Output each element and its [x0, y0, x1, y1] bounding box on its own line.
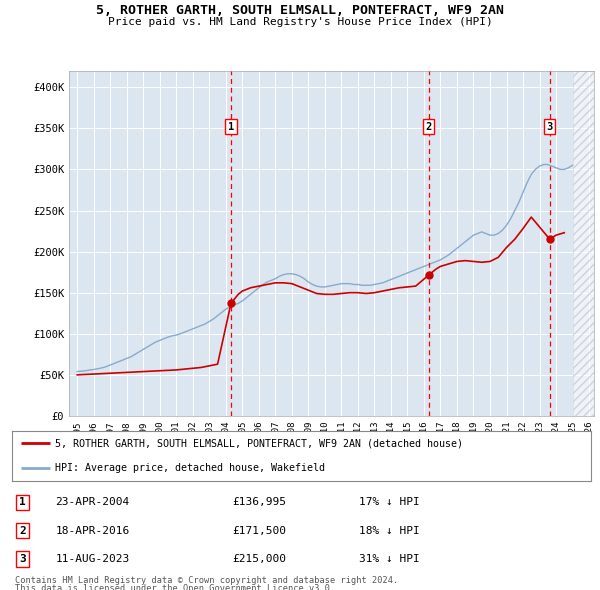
Text: 18% ↓ HPI: 18% ↓ HPI [359, 526, 420, 536]
Text: 2: 2 [19, 526, 26, 536]
Text: HPI: Average price, detached house, Wakefield: HPI: Average price, detached house, Wake… [55, 463, 325, 473]
Text: 3: 3 [19, 554, 26, 564]
Text: Price paid vs. HM Land Registry's House Price Index (HPI): Price paid vs. HM Land Registry's House … [107, 17, 493, 27]
Text: 1: 1 [228, 122, 234, 132]
Text: This data is licensed under the Open Government Licence v3.0.: This data is licensed under the Open Gov… [15, 584, 335, 590]
Text: 17% ↓ HPI: 17% ↓ HPI [359, 497, 420, 507]
Text: 18-APR-2016: 18-APR-2016 [55, 526, 130, 536]
Text: £215,000: £215,000 [232, 554, 286, 564]
Text: 23-APR-2004: 23-APR-2004 [55, 497, 130, 507]
Text: 2: 2 [425, 122, 432, 132]
Text: Contains HM Land Registry data © Crown copyright and database right 2024.: Contains HM Land Registry data © Crown c… [15, 576, 398, 585]
Text: 1: 1 [19, 497, 26, 507]
Text: £136,995: £136,995 [232, 497, 286, 507]
Bar [572, 71, 600, 416]
Text: £171,500: £171,500 [232, 526, 286, 536]
Text: 11-AUG-2023: 11-AUG-2023 [55, 554, 130, 564]
Text: 3: 3 [547, 122, 553, 132]
Text: 5, ROTHER GARTH, SOUTH ELMSALL, PONTEFRACT, WF9 2AN: 5, ROTHER GARTH, SOUTH ELMSALL, PONTEFRA… [96, 4, 504, 17]
Text: 5, ROTHER GARTH, SOUTH ELMSALL, PONTEFRACT, WF9 2AN (detached house): 5, ROTHER GARTH, SOUTH ELMSALL, PONTEFRA… [55, 438, 463, 448]
Text: 31% ↓ HPI: 31% ↓ HPI [359, 554, 420, 564]
